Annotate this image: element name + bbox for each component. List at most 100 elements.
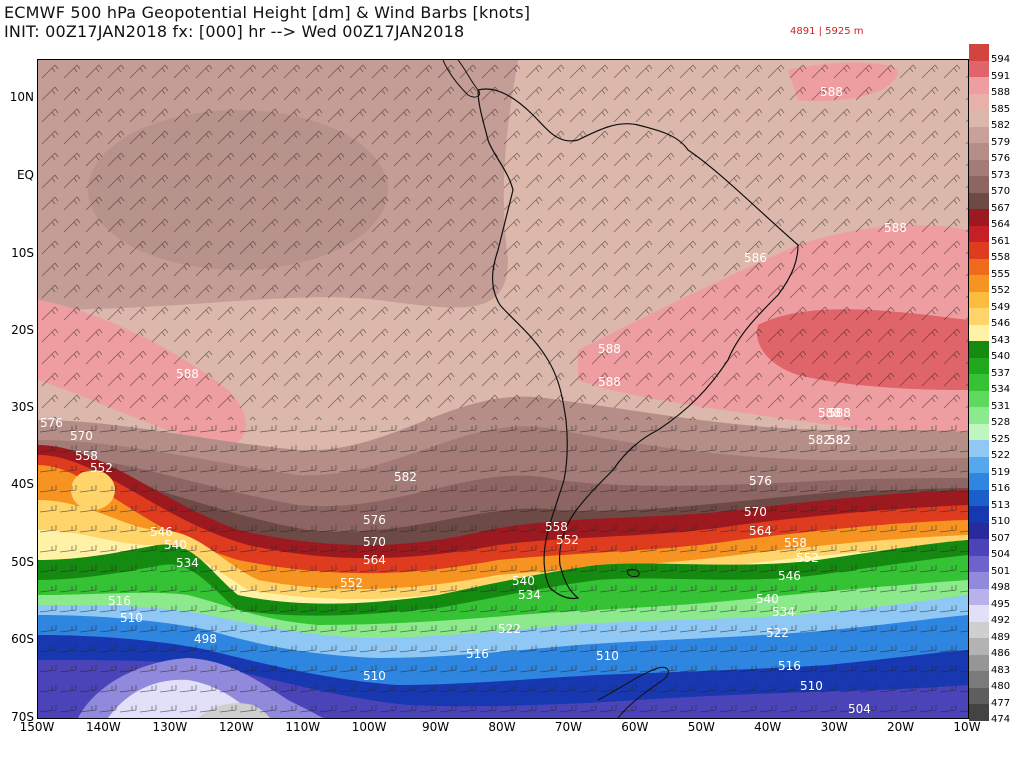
colorbar-swatch [969,638,989,655]
latitude-tick-label: 10S [11,246,34,260]
colorbar-swatch [969,258,989,276]
latitude-tick-label: EQ [16,168,34,182]
colorbar-swatch [969,44,989,61]
colorbar-swatch [969,341,989,358]
colorbar-label: 570 [991,186,1011,197]
contour-label: 570 [744,505,767,519]
contour-label: 588 [820,85,843,99]
contour-label: 510 [120,611,143,625]
colorbar-label: 585 [991,103,1011,115]
contour-label: 586 [744,251,767,265]
colorbar-swatch [969,390,989,408]
contour-label: 522 [766,626,789,640]
colorbar-swatch [969,110,989,127]
contour-label: 546 [150,525,173,539]
map-panel: 588 588 586 588 588 588 588 582 576 570 558 552 582 5… [37,59,969,719]
longitude-tick-label: 150W [19,720,55,734]
map-canvas: 5885885865885885885885825765705585525825… [38,60,968,718]
colorbar-label: 576 [991,153,1011,164]
contour-label: 498 [194,632,217,646]
colorbar-label: 522 [991,450,1011,461]
latitude-tick-label: 10N [9,90,34,104]
contour-label: 510 [363,669,386,683]
contour-label: 558 [75,449,98,463]
colorbar-label: 594 [991,54,1011,65]
contour-label: 576 [363,513,386,527]
latitude-tick-label: 70S [11,710,34,724]
latitude-tick-label: 40S [11,477,34,491]
contour-label: 588 [598,375,621,389]
colorbar-swatch [969,555,989,573]
contour-label: 510 [800,679,823,693]
colorbar-label: 489 [991,631,1011,643]
wind-barbs-north [38,60,968,420]
colorbar-swatch [969,671,989,688]
colorbar-label: 567 [991,202,1011,214]
colorbar-swatch [969,374,989,391]
colorbar-swatch [969,456,989,474]
colorbar-swatch [969,605,989,622]
colorbar-label: 558 [991,252,1011,263]
colorbar-label: 552 [991,285,1011,296]
wind-barbs-south [38,420,968,718]
longitude-tick-label: 60W [621,720,649,734]
longitude-tick-label: 140W [86,720,121,734]
longitude-tick-label: 120W [218,720,254,734]
colorbar [969,44,989,721]
colorbar-swatch [969,60,989,78]
contour-label: 588 [598,342,621,356]
contour-label: 522 [498,622,521,636]
contour-label: 504 [848,702,871,716]
colorbar-label: 555 [991,268,1011,280]
colorbar-swatch [969,473,989,490]
colorbar-swatch [969,275,989,292]
colorbar-label: 513 [991,499,1011,511]
colorbar-swatch [969,522,989,540]
contour-label: 588 [818,406,841,420]
longitude-tick-label: 70W [554,720,582,734]
longitude-tick-label: 100W [351,720,387,734]
latitude-tick-label: 30S [11,400,34,414]
contour-label: 510 [596,649,619,663]
chart-title: ECMWF 500 hPa Geopotential Height [dm] &… [4,3,531,22]
contour-label: 576 [40,416,63,430]
contour-label: 540 [756,592,779,606]
colorbar-swatch [969,209,989,226]
contour-label: 564 [363,553,386,567]
contour-label: 516 [108,594,131,608]
colorbar-label: 501 [991,565,1011,577]
height-range-readout: 4891 | 5925 m [790,26,864,37]
colorbar-swatch [969,192,989,210]
colorbar-label: 480 [991,681,1011,692]
colorbar-label: 534 [991,384,1011,395]
colorbar-label: 564 [991,219,1011,230]
contour-label: 588 [828,406,851,420]
colorbar-label: 543 [991,334,1011,346]
colorbar-label: 546 [991,318,1011,329]
colorbar-swatch [969,77,989,94]
colorbar-swatch [969,176,989,193]
latitude-tick-label: 60S [11,632,34,646]
colorbar-label: 537 [991,367,1011,379]
colorbar-swatch [969,506,989,523]
colorbar-label: 540 [991,351,1011,362]
colorbar-label: 477 [991,697,1011,709]
colorbar-swatch [969,654,989,672]
antarctic-peninsula-coastline [597,666,669,718]
colorbar-label: 516 [991,483,1011,494]
longitude-tick-label: 80W [488,720,516,734]
contour-label: 546 [778,569,801,583]
colorbar-swatch [969,704,989,721]
contour-label: 552 [796,551,819,565]
colorbar-swatch [969,242,989,259]
colorbar-label: 507 [991,532,1011,544]
init-time-line: INIT: 00Z17JAN2018 fx: [000] hr --> Wed … [4,22,465,41]
colorbar-swatch [969,159,989,177]
colorbar-swatch [969,93,989,111]
colorbar-label: 474 [991,714,1011,725]
contour-label: 564 [749,524,772,538]
colorbar-label: 525 [991,433,1011,445]
colorbar-label: 495 [991,598,1011,610]
contour-label: 540 [512,574,535,588]
contour-label: 552 [90,461,113,475]
